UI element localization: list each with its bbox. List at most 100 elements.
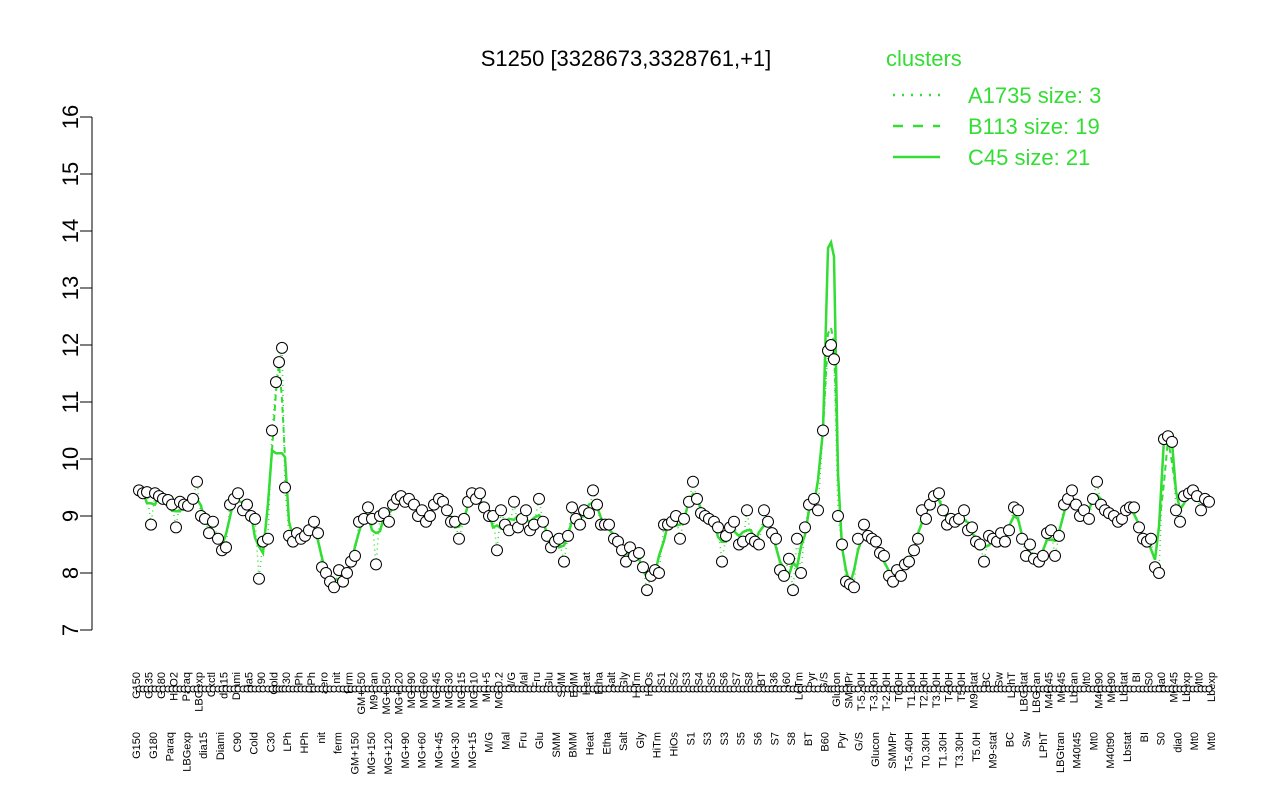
data-point	[232, 487, 244, 500]
data-point	[220, 541, 232, 554]
x-tick-label-bottom: Mal	[501, 732, 513, 750]
data-point	[787, 584, 799, 597]
x-tick-label-bottom: MG+150	[366, 732, 378, 775]
data-point	[1195, 504, 1207, 517]
x-tick-label-bottom: S8	[786, 732, 798, 745]
x-tick-label-top: S1	[656, 672, 668, 685]
x-tick-label-top: S8	[744, 672, 756, 685]
x-tick-label-bottom: M40t45	[1072, 732, 1084, 769]
x-tick-label-bottom: BI	[1139, 732, 1151, 742]
x-tick-label-bottom: MG+15	[467, 732, 479, 768]
x-tick-label-bottom: Mt0	[1088, 732, 1100, 750]
y-tick-label: 10	[58, 447, 83, 471]
data-point	[341, 567, 353, 579]
x-tick-label-bottom: S6	[753, 732, 765, 745]
data-point	[170, 521, 182, 534]
y-tick-label: 13	[58, 276, 83, 300]
x-tick-label-bottom: T1.30H	[937, 732, 949, 768]
x-tick-label-bottom: Sw	[1021, 732, 1033, 747]
data-point	[978, 555, 990, 568]
data-points	[133, 339, 1215, 597]
y-tick-label: 9	[58, 510, 83, 522]
x-tick-label-bottom: Diami	[215, 732, 227, 760]
data-point	[187, 492, 199, 505]
data-point	[241, 498, 253, 511]
x-tick-label-bottom: T5.0H	[971, 732, 983, 762]
data-point	[799, 521, 811, 534]
data-point	[966, 521, 978, 534]
data-point	[312, 527, 324, 540]
data-point	[1170, 504, 1182, 517]
x-tick-label-bottom: T-5.40H	[904, 732, 916, 771]
data-point	[1024, 538, 1036, 551]
y-tick-label: 8	[58, 567, 83, 579]
data-point	[1049, 549, 1061, 562]
data-point	[887, 575, 899, 588]
x-tick-label-bottom: SMM	[551, 732, 563, 758]
y-tick-label: 16	[58, 105, 83, 129]
data-point	[999, 535, 1011, 548]
x-tick-label-bottom: GM+150	[349, 732, 361, 775]
data-point	[641, 584, 653, 597]
data-point	[687, 475, 699, 488]
x-tick-label-bottom: MG+90	[400, 732, 412, 768]
x-tick-label-bottom: T0.30H	[921, 732, 933, 768]
x-tick-label-bottom: ferm	[333, 732, 345, 754]
x-tick-label-top: S4	[694, 672, 706, 685]
data-point	[270, 376, 282, 389]
x-tick-label-bottom: S7	[769, 732, 781, 745]
series-line-A1735	[138, 342, 1210, 591]
x-tick-label-bottom: Fru	[517, 732, 529, 749]
data-point	[895, 569, 907, 582]
data-point	[458, 512, 470, 525]
x-tick-label-bottom: S5	[736, 732, 748, 745]
data-point	[191, 475, 203, 488]
x-tick-label-bottom: M/G	[484, 732, 496, 753]
x-tick-label-top: S2	[669, 672, 681, 685]
data-point	[1133, 521, 1145, 534]
y-tick-label: 11	[58, 391, 83, 414]
x-tick-label-top: Mal	[519, 672, 531, 690]
x-tick-label-bottom: dia0	[1172, 732, 1184, 753]
data-point	[858, 518, 870, 531]
data-point	[825, 339, 837, 351]
data-point	[1166, 435, 1178, 448]
data-point	[603, 518, 615, 531]
data-point	[832, 510, 844, 522]
data-point	[1037, 549, 1049, 562]
data-point	[1053, 529, 1065, 542]
x-tick-label-top: nit	[331, 672, 343, 684]
x-tick-label-top: G135	[144, 672, 156, 699]
data-point	[495, 504, 507, 517]
x-tick-label-top: S0	[1144, 672, 1156, 685]
data-point	[207, 515, 219, 528]
x-tick-label-top: BMM	[569, 672, 581, 698]
x-tick-label-bottom: HPh	[299, 732, 311, 753]
x-tick-label-bottom: Gly	[635, 731, 647, 748]
legend-title: clusters	[886, 46, 962, 71]
data-point	[728, 515, 740, 528]
data-point	[212, 532, 224, 545]
data-point	[828, 353, 840, 366]
x-tick-label-bottom: HiTm	[652, 732, 664, 758]
data-point	[349, 549, 361, 562]
data-point	[653, 567, 665, 579]
x-tick-label-bottom: B60	[820, 732, 832, 752]
data-point	[1174, 515, 1186, 528]
x-tick-label-bottom: dia15	[198, 732, 210, 759]
x-tick-label-bottom: HiOs	[669, 732, 681, 757]
x-tick-label-bottom: C90	[232, 732, 244, 752]
legend-entry-label: A1735 size: 3	[968, 83, 1101, 108]
x-tick-label-top: Gly	[619, 672, 631, 689]
data-point	[908, 544, 920, 557]
data-point	[1145, 532, 1157, 545]
data-point	[791, 532, 803, 545]
data-point	[249, 512, 261, 525]
data-point	[276, 341, 288, 354]
rug-mark	[1205, 685, 1213, 693]
x-tick-label-top: Fru	[531, 672, 543, 689]
x-tick-label-bottom: S0	[1156, 732, 1168, 745]
data-point	[1083, 512, 1095, 525]
x-tick-label-bottom: MG+45	[433, 732, 445, 768]
